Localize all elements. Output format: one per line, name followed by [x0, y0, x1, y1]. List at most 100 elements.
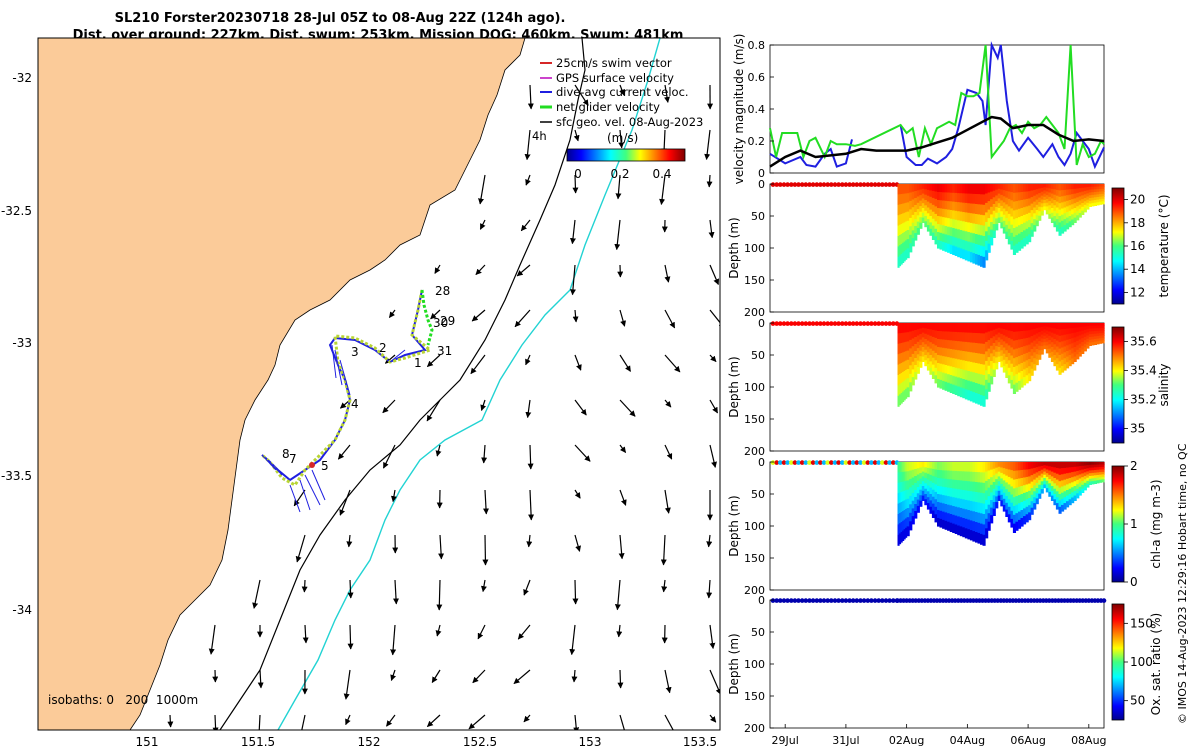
depth-y-tick: 150: [744, 274, 765, 287]
profile-cell: [995, 502, 998, 508]
profile-cell: [990, 376, 993, 384]
oxygen-ylabel: Depth (m): [727, 633, 741, 694]
velocity-y-tick: 0.2: [748, 135, 766, 148]
day-label: 31: [437, 344, 452, 358]
geo-velocity-arrow: [170, 715, 171, 727]
legend-label: GPS surface velocity: [556, 71, 674, 85]
colorbar-tick-label: 35.6: [1130, 335, 1157, 349]
depth-y-tick: 150: [744, 690, 765, 703]
depth-y-tick: 100: [744, 658, 765, 671]
day-label: 28: [435, 284, 450, 298]
day-label: 8: [282, 447, 290, 461]
colorbar-tick-label: 0: [1130, 575, 1138, 589]
day-label: 30: [433, 316, 448, 330]
colorbar-tick: 0: [574, 167, 582, 181]
lon-tick: 151: [136, 735, 159, 749]
depth-y-tick: 0: [758, 317, 765, 330]
profile-cell: [917, 506, 920, 513]
day-label: 5: [321, 459, 329, 473]
salinity-colorbar: [1112, 327, 1124, 443]
map-panel: 28 29 30 31 1 2 3 4 5 7 8 -32 -32.5 -33 …: [1, 38, 724, 749]
profile-cell: [1102, 479, 1105, 482]
profile-cell: [917, 367, 920, 374]
date-x-tick: 06Aug: [1010, 734, 1045, 747]
lon-tick: 153.5: [683, 735, 717, 749]
profile-cell: [1041, 350, 1044, 355]
date-x-tick: 08Aug: [1071, 734, 1106, 747]
profile-cell: [919, 362, 922, 368]
oxygen-colorbar-label: Ox. sat. ratio (%): [1149, 613, 1163, 715]
lon-tick: 153: [579, 735, 602, 749]
colorbar-title: (m/s): [607, 131, 638, 145]
depth-y-tick: 150: [744, 413, 765, 426]
velocity-y-tick: 0.6: [748, 71, 766, 84]
date-x-tick: 04Aug: [950, 734, 985, 747]
profile-cell: [1036, 498, 1039, 504]
depth-y-tick: 100: [744, 520, 765, 533]
chlorophyll-colorbar-label: chl-a (mg m-3): [1149, 479, 1163, 568]
credit-text: © IMOS 14-Aug-2023 12:29:16 Hobart time,…: [1176, 443, 1189, 724]
profile-cell: [919, 223, 922, 229]
depth-y-tick: 0: [758, 178, 765, 191]
lon-tick: 152.5: [463, 735, 497, 749]
hours-label: 4h: [532, 129, 547, 143]
colorbar-tick-label: 50: [1130, 694, 1145, 708]
day-label: 2: [379, 341, 387, 355]
profile-cell: [990, 237, 993, 245]
colorbar-tick-label: 35.2: [1130, 393, 1157, 407]
surface-sample-dot: [1102, 598, 1107, 603]
geo-velocity-arrow: [304, 580, 305, 592]
legend-label: net glider velocity: [556, 100, 660, 114]
colorbar-tick-label: 1: [1130, 517, 1138, 531]
geo-velocity-arrow: [350, 625, 351, 649]
geo-velocity-arrow: [350, 580, 351, 598]
velocity-y-tick: 0.4: [748, 103, 766, 116]
date-x-tick: 29Jul: [772, 734, 799, 747]
legend-label: 25cm/s swim vector: [556, 56, 672, 70]
geo-velocity-arrow: [709, 175, 710, 187]
profile-cell: [993, 509, 996, 516]
colorbar-tick-label: 16: [1130, 239, 1145, 253]
temperature-ylabel: Depth (m): [727, 217, 741, 278]
velocity-axes: [770, 45, 1104, 173]
day-label: 3: [351, 345, 359, 359]
colorbar-tick-label: 35: [1130, 422, 1145, 436]
geo-velocity-arrow: [485, 535, 486, 565]
lon-tick: 151.5: [241, 735, 275, 749]
date-x-tick: 31Jul: [832, 734, 859, 747]
profile-cell: [990, 515, 993, 523]
depth-y-tick: 50: [751, 488, 765, 501]
chlorophyll-colorbar: [1112, 466, 1124, 582]
profile-cell: [1038, 494, 1041, 499]
lon-tick: 152: [358, 735, 381, 749]
depth-y-tick: 0: [758, 456, 765, 469]
legend-label: dive-avg current veloc.: [556, 85, 689, 99]
profile-cell: [917, 228, 920, 235]
geo-velocity-arrow: [620, 670, 621, 688]
temperature-colorbar-label: temperature (°C): [1157, 195, 1171, 298]
lat-tick: -33.5: [1, 469, 32, 483]
profile-cell: [1038, 216, 1041, 221]
velocity-ylabel: velocity magnitude (m/s): [732, 34, 746, 185]
profile-cell: [995, 224, 998, 230]
geo-velocity-arrow: [530, 445, 531, 469]
date-x-tick: 02Aug: [889, 734, 924, 747]
salinity-colorbar-label: salinity: [1157, 363, 1171, 406]
lat-tick: -34: [12, 603, 32, 617]
profile-cell: [993, 231, 996, 238]
depth-y-tick: 100: [744, 242, 765, 255]
glider-position-marker: [309, 462, 315, 468]
depth-y-tick: 50: [751, 210, 765, 223]
lat-tick: -33: [12, 336, 32, 350]
profile-cell: [1041, 489, 1044, 494]
depth-y-tick: 200: [744, 722, 765, 735]
isobath-label: isobaths: 0 200 1000m: [48, 693, 198, 707]
profile-cell: [1102, 201, 1105, 204]
profile-cell: [1041, 211, 1044, 216]
colorbar-tick-label: 2: [1130, 459, 1138, 473]
profile-cell: [1038, 355, 1041, 360]
